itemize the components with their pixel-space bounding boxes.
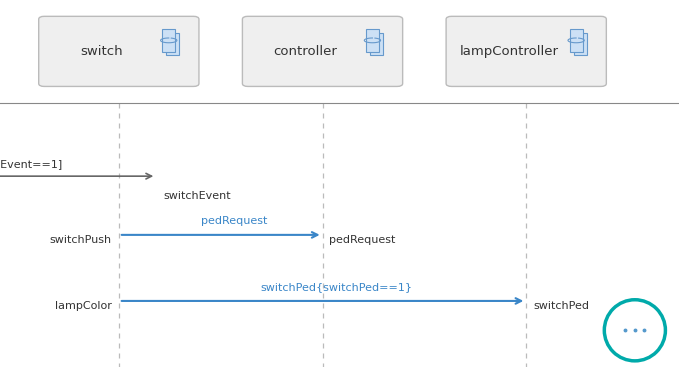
- Text: hEvent==1]: hEvent==1]: [0, 159, 62, 169]
- FancyBboxPatch shape: [242, 17, 403, 87]
- FancyBboxPatch shape: [366, 29, 379, 52]
- Text: lampColor: lampColor: [55, 301, 112, 312]
- Text: controller: controller: [274, 45, 337, 58]
- FancyBboxPatch shape: [370, 33, 383, 55]
- Text: switchPed{switchPed==1}: switchPed{switchPed==1}: [260, 282, 412, 292]
- FancyBboxPatch shape: [166, 33, 179, 55]
- Text: switchPed: switchPed: [533, 301, 589, 312]
- Text: lampController: lampController: [460, 45, 559, 58]
- FancyBboxPatch shape: [39, 17, 199, 87]
- FancyBboxPatch shape: [574, 33, 587, 55]
- Text: switchPush: switchPush: [50, 235, 112, 246]
- Text: pedRequest: pedRequest: [201, 216, 268, 226]
- FancyBboxPatch shape: [162, 29, 175, 52]
- FancyBboxPatch shape: [446, 17, 606, 87]
- Text: pedRequest: pedRequest: [329, 235, 396, 246]
- Text: switchEvent: switchEvent: [163, 191, 231, 201]
- Text: switch: switch: [81, 45, 123, 58]
- FancyBboxPatch shape: [570, 29, 583, 52]
